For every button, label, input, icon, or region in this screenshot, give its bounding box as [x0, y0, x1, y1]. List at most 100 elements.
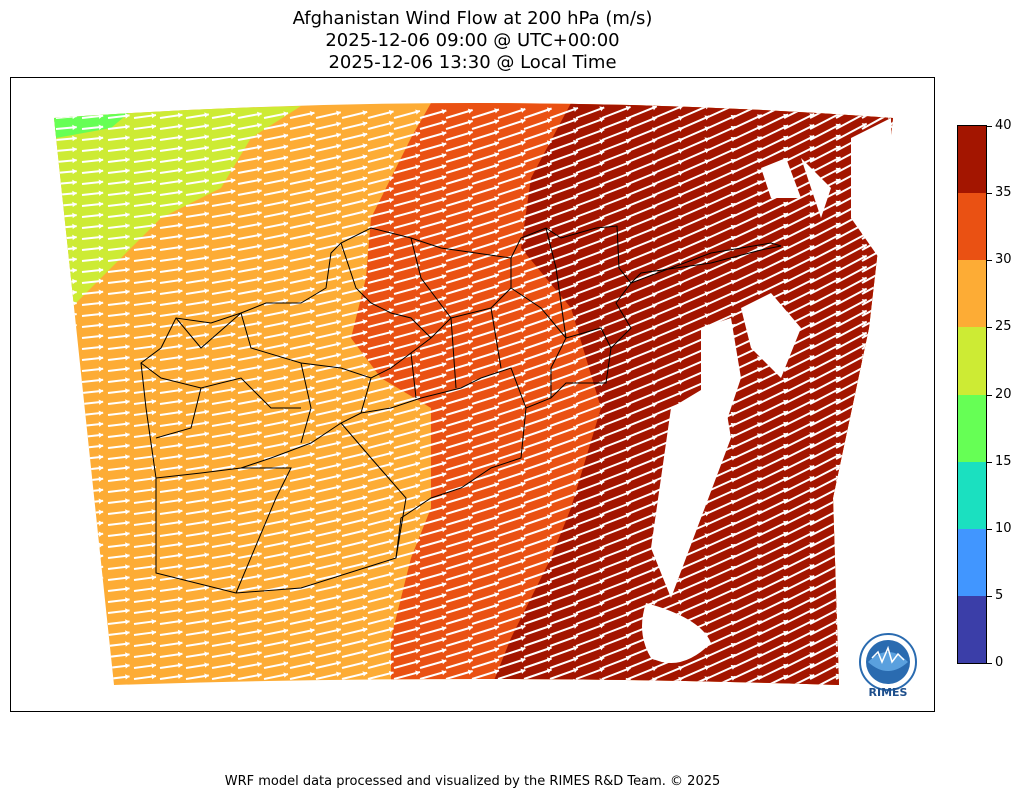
wind-arrow-head	[257, 639, 262, 645]
wind-arrow	[549, 459, 579, 471]
wind-arrow-head	[520, 569, 526, 575]
wind-arrow	[627, 567, 658, 581]
wind-arrow	[341, 418, 368, 427]
wind-arrow	[575, 480, 605, 493]
wind-arrow-head	[520, 624, 526, 630]
wind-arrow-head	[415, 681, 420, 685]
wind-arrow-head	[730, 609, 736, 615]
wind-arrow-head	[388, 109, 394, 116]
wind-arrow-head	[546, 602, 552, 608]
wind-arrow	[861, 485, 893, 504]
wind-arrow	[419, 670, 447, 680]
wind-arrow-head	[415, 450, 420, 456]
wind-arrow-head	[336, 165, 341, 171]
wind-arrow-head	[678, 368, 684, 374]
wind-arrow-head	[415, 373, 420, 379]
wind-arrow-head	[257, 441, 262, 447]
wind-arrow-head	[809, 223, 815, 229]
wind-arrow	[315, 573, 342, 581]
wind-arrow-head	[887, 386, 893, 392]
wind-arrow-head	[887, 485, 893, 491]
wind-arrow	[445, 494, 473, 504]
wind-arrow-head	[309, 133, 315, 139]
wind-arrow-head	[783, 586, 789, 592]
wind-arrow	[627, 358, 658, 372]
wind-arrow-head	[230, 519, 236, 525]
wind-arrow	[315, 309, 342, 317]
wind-arrow	[55, 489, 77, 493]
wind-arrow	[575, 645, 605, 658]
wind-arrow	[523, 602, 552, 614]
wind-arrow	[575, 381, 605, 394]
wind-arrow-head	[494, 680, 499, 685]
wind-arrow-head	[599, 161, 605, 167]
wind-arrow-head	[625, 545, 631, 551]
wind-arrow	[757, 498, 789, 515]
wind-arrow	[445, 582, 473, 592]
wind-arrow	[731, 191, 763, 207]
wind-arrow-head	[599, 216, 605, 222]
wind-arrow	[887, 308, 893, 328]
wind-arrow-head	[388, 318, 394, 325]
wind-arrow-head	[151, 200, 157, 207]
wind-arrow-head	[651, 237, 657, 243]
wind-arrow-head	[494, 295, 499, 301]
wind-arrow-head	[520, 580, 526, 586]
wind-arrow-head	[704, 665, 710, 671]
wind-arrow	[601, 633, 631, 647]
wind-arrow-head	[573, 513, 578, 519]
wind-arrow-head	[914, 430, 919, 435]
wind-arrow	[367, 319, 394, 328]
wind-arrow-head	[441, 230, 447, 236]
wind-arrow-head	[887, 452, 893, 458]
wind-arrow-head	[151, 662, 157, 669]
wind-arrow	[575, 403, 605, 416]
wind-arrow	[445, 362, 473, 372]
wind-arrow-head	[151, 310, 157, 317]
wind-arrow-head	[835, 266, 841, 272]
wind-arrow	[601, 248, 631, 262]
wind-arrow	[679, 181, 710, 196]
wind-arrow-head	[362, 275, 368, 281]
wind-arrow-head	[730, 312, 736, 318]
wind-arrow-head	[887, 320, 893, 326]
wind-arrow	[575, 161, 605, 174]
wind-arrow	[835, 562, 868, 581]
wind-arrow-head	[98, 168, 104, 174]
wind-arrow-head	[546, 569, 552, 575]
wind-arrow-head	[467, 339, 473, 345]
wind-arrow-head	[914, 463, 919, 468]
wind-arrow-head	[177, 145, 183, 151]
wind-arrow-head	[230, 189, 236, 195]
wind-arrow	[731, 169, 763, 185]
wind-arrow-head	[887, 298, 893, 304]
wind-arrow	[497, 240, 526, 251]
wind-arrow	[601, 457, 631, 471]
wind-arrow-head	[704, 588, 710, 594]
wind-arrow-head	[704, 632, 710, 638]
wind-arrow	[783, 211, 815, 229]
wind-arrow-head	[835, 277, 841, 283]
wind-arrow	[315, 496, 342, 504]
wind-arrow-head	[546, 635, 552, 641]
wind-arrow-head	[520, 360, 526, 366]
wind-arrow-head	[230, 200, 236, 206]
wind-arrow-head	[125, 146, 130, 152]
wind-arrow-head	[336, 649, 341, 655]
wind-arrow	[679, 577, 710, 592]
wind-arrow-head	[861, 486, 867, 491]
wind-arrow-head	[415, 197, 420, 203]
wind-arrow	[627, 303, 658, 317]
colorbar-tick-label: 25	[995, 319, 1012, 335]
wind-arrow-head	[362, 264, 368, 270]
wind-arrow-head	[336, 396, 341, 402]
wind-arrow-head	[257, 452, 262, 458]
wind-arrow-head	[914, 265, 919, 270]
wind-arrow-head	[441, 659, 447, 665]
wind-arrow	[575, 568, 605, 581]
wind-arrow-head	[678, 599, 684, 605]
wind-arrow-head	[336, 616, 341, 622]
wind-arrow-head	[72, 289, 77, 296]
wind-arrow	[575, 348, 605, 361]
wind-arrow-head	[809, 586, 815, 592]
